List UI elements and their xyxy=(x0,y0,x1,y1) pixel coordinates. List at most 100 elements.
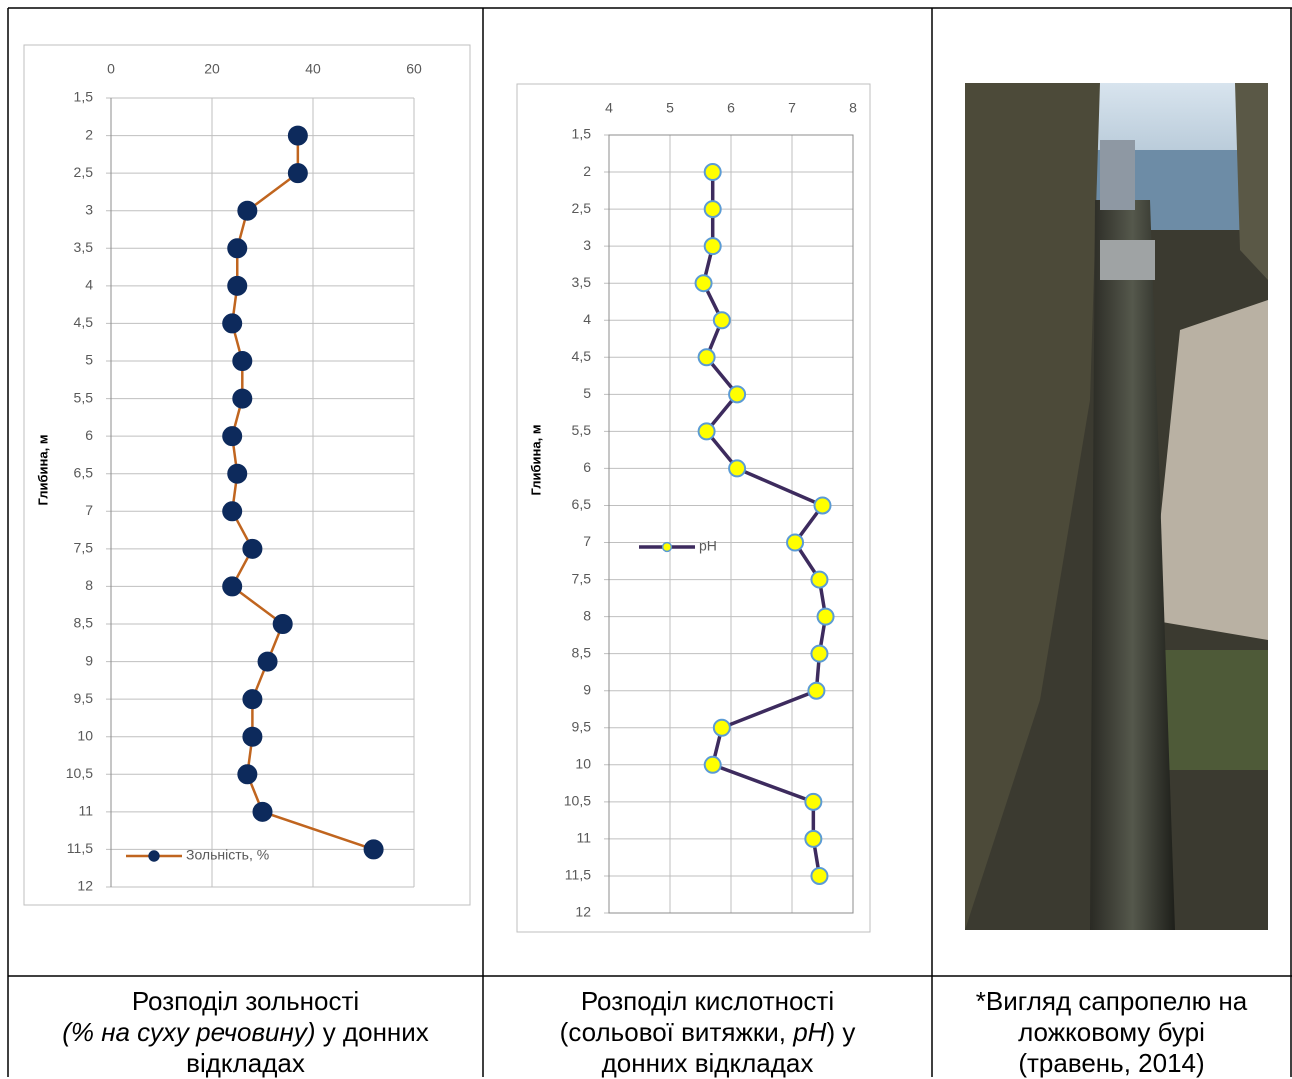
y-tick-label: 10,5 xyxy=(564,793,591,809)
y-tick-label: 10 xyxy=(77,727,93,743)
marker xyxy=(712,718,731,737)
y-tick-label: 3,5 xyxy=(74,239,94,255)
marker xyxy=(703,237,722,256)
y-tick-label: 2,5 xyxy=(74,164,94,180)
caption-text: pH xyxy=(793,1017,827,1047)
caption-line: донних відкладах xyxy=(483,1048,932,1079)
y-tick-label: 11 xyxy=(576,830,591,846)
y-tick-label: 7,5 xyxy=(74,540,94,556)
marker xyxy=(237,200,258,221)
y-tick-label: 8,5 xyxy=(74,615,94,631)
caption-line: Розподіл кислотності xyxy=(483,986,932,1017)
caption-text: (травень, 2014) xyxy=(1018,1048,1205,1078)
y-tick-label: 9 xyxy=(85,652,93,668)
y-tick-label: 6 xyxy=(85,427,93,443)
y-tick-label: 8,5 xyxy=(572,644,592,660)
y-tick-label: 5 xyxy=(85,352,93,368)
y-axis-label: Глибина, м xyxy=(35,435,50,506)
y-tick-label: 7 xyxy=(85,502,93,518)
x-tick-label: 6 xyxy=(727,100,735,116)
y-tick-label: 2 xyxy=(85,126,93,142)
y-tick-label: 5,5 xyxy=(74,389,94,405)
marker xyxy=(222,313,243,334)
marker xyxy=(232,388,253,409)
caption-text: донних відкладах xyxy=(601,1048,814,1078)
marker xyxy=(242,689,263,710)
marker xyxy=(232,351,253,371)
y-tick-label: 2 xyxy=(583,163,591,179)
y-tick-label: 2,5 xyxy=(572,200,592,216)
y-tick-label: 1,5 xyxy=(74,89,94,105)
caption-text: (% на суху речовину) xyxy=(62,1017,316,1047)
marker xyxy=(728,459,747,478)
caption-line: (сольової витяжки, pH) у xyxy=(483,1017,932,1048)
y-tick-label: 7,5 xyxy=(572,570,592,586)
marker xyxy=(703,200,722,219)
marker xyxy=(697,422,716,441)
x-tick-label: 8 xyxy=(849,100,857,116)
y-tick-label: 11 xyxy=(78,803,93,819)
marker xyxy=(804,829,823,848)
y-tick-label: 6,5 xyxy=(74,464,94,480)
y-tick-label: 10 xyxy=(575,756,591,772)
legend-marker xyxy=(148,850,160,862)
y-tick-label: 4,5 xyxy=(74,314,94,330)
y-tick-label: 9,5 xyxy=(74,690,94,706)
y-tick-label: 4 xyxy=(583,311,591,327)
marker xyxy=(363,839,384,860)
caption: Розподіл зольності (% на суху речовину) у… xyxy=(8,986,483,1079)
y-tick-label: 3 xyxy=(583,237,591,253)
x-tick-label: 60 xyxy=(406,61,422,77)
y-tick-label: 8 xyxy=(583,607,591,623)
marker xyxy=(287,163,308,184)
marker xyxy=(287,125,308,146)
x-tick-label: 4 xyxy=(605,100,613,116)
y-tick-label: 3 xyxy=(85,201,93,217)
caption-text: *Вигляд сапропелю на xyxy=(975,986,1248,1016)
y-tick-label: 1,5 xyxy=(572,126,592,142)
caption-line: відкладах xyxy=(8,1048,483,1079)
y-tick-label: 5 xyxy=(583,385,591,401)
y-tick-label: 9 xyxy=(583,681,591,697)
marker xyxy=(227,238,248,259)
y-tick-label: 4 xyxy=(85,277,93,293)
y-tick-label: 11,5 xyxy=(67,840,93,856)
marker xyxy=(813,496,832,515)
caption: Розподіл кислотності (сольової витяжки, p… xyxy=(483,986,932,1079)
legend-label: pH xyxy=(699,538,717,554)
caption-text: відкладах xyxy=(186,1048,305,1078)
marker xyxy=(810,644,829,663)
marker xyxy=(810,570,829,589)
caption-line: ложковому бурі xyxy=(932,1017,1291,1048)
marker xyxy=(222,501,243,522)
marker xyxy=(222,576,243,597)
marker xyxy=(227,463,248,484)
y-tick-label: 6,5 xyxy=(572,496,592,512)
marker xyxy=(807,681,826,700)
marker xyxy=(810,866,829,885)
caption-line: Розподіл зольності xyxy=(8,986,483,1017)
legend-marker xyxy=(661,541,673,553)
table-grid xyxy=(7,7,1292,1077)
marker xyxy=(257,651,278,672)
marker xyxy=(242,538,263,559)
caption-line: (% на суху речовину) у донних xyxy=(8,1017,483,1048)
y-tick-label: 3,5 xyxy=(572,274,592,290)
marker xyxy=(694,274,713,293)
y-tick-label: 12 xyxy=(575,904,591,920)
y-tick-label: 11,5 xyxy=(565,867,591,883)
marker xyxy=(703,163,722,182)
x-tick-label: 40 xyxy=(305,61,321,77)
caption-text: Розподіл зольності xyxy=(131,986,360,1016)
caption-text: (сольової витяжки, xyxy=(559,1017,794,1047)
marker xyxy=(242,726,263,747)
marker xyxy=(712,311,731,330)
y-axis-label: Глибина, м xyxy=(528,425,543,496)
y-tick-label: 9,5 xyxy=(572,718,592,734)
caption-line: *Вигляд сапропелю на xyxy=(932,986,1291,1017)
x-tick-label: 20 xyxy=(204,61,220,77)
y-tick-label: 5,5 xyxy=(572,422,592,438)
y-tick-label: 6 xyxy=(583,459,591,475)
